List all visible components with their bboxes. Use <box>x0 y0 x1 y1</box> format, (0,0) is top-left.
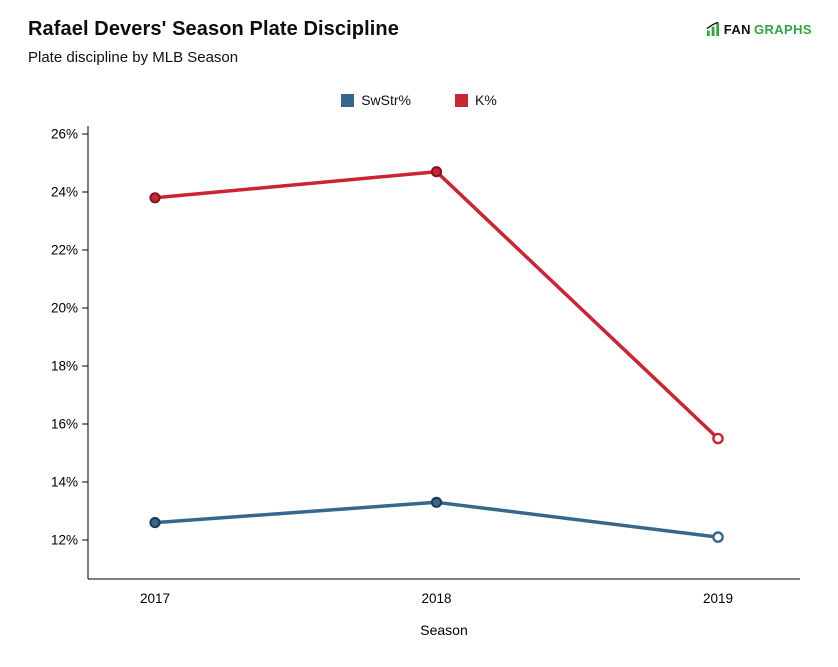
x-axis-title: Season <box>420 622 467 638</box>
legend-swatch <box>455 93 468 107</box>
page-title: Rafael Devers' Season Plate Discipline <box>28 18 399 40</box>
data-point-K%-2017 <box>149 192 161 204</box>
x-tick-label: 2017 <box>140 591 170 606</box>
data-point-K%-2018 <box>430 166 443 178</box>
logo-text-graphs: GRAPHS <box>753 22 812 37</box>
y-tick-label: 12% <box>51 533 78 548</box>
x-tick-label: 2018 <box>421 591 451 606</box>
legend-label: K% <box>475 92 497 108</box>
data-point-SwStr%-2017 <box>149 517 161 529</box>
legend-swatch <box>341 93 355 107</box>
logo-text-fan: FAN <box>723 22 751 37</box>
legend-item-K%[interactable]: K% <box>455 92 497 108</box>
series-line-K% <box>153 169 720 441</box>
legend-label: SwStr% <box>361 92 411 108</box>
data-point-K%-2019 <box>712 432 724 445</box>
chart-header: Rafael Devers' Season Plate Discipline P… <box>0 0 838 66</box>
chart-legend: SwStr% K% <box>0 92 838 108</box>
y-tick-label: 26% <box>51 127 78 142</box>
y-tick-label: 20% <box>51 301 78 316</box>
x-tick-label: 2019 <box>703 591 733 606</box>
plate-discipline-line-chart: 12% 14% 16% 18% 20% 22% 24% 26% 2017 2018 2019 Seas… <box>51 126 800 638</box>
fangraphs-logo-icon <box>706 22 721 37</box>
data-point-SwStr%-2018 <box>430 496 443 508</box>
y-tick-label: 22% <box>51 243 78 258</box>
data-point-SwStr%-2019 <box>712 531 724 543</box>
y-tick-label: 14% <box>51 475 78 490</box>
y-tick-label: 24% <box>51 185 78 200</box>
legend-item-SwStr%[interactable]: SwStr% <box>341 92 411 108</box>
page-subtitle: Plate discipline by MLB Season <box>28 49 239 66</box>
y-tick-label: 18% <box>51 359 78 374</box>
chart-area: 12% 14% 16% 18% 20% 22% 24% 26% 2017 2018 2019 Seas… <box>0 114 838 644</box>
fangraphs-logo: FAN GRAPHS <box>706 22 812 37</box>
y-tick-label: 16% <box>51 417 78 432</box>
